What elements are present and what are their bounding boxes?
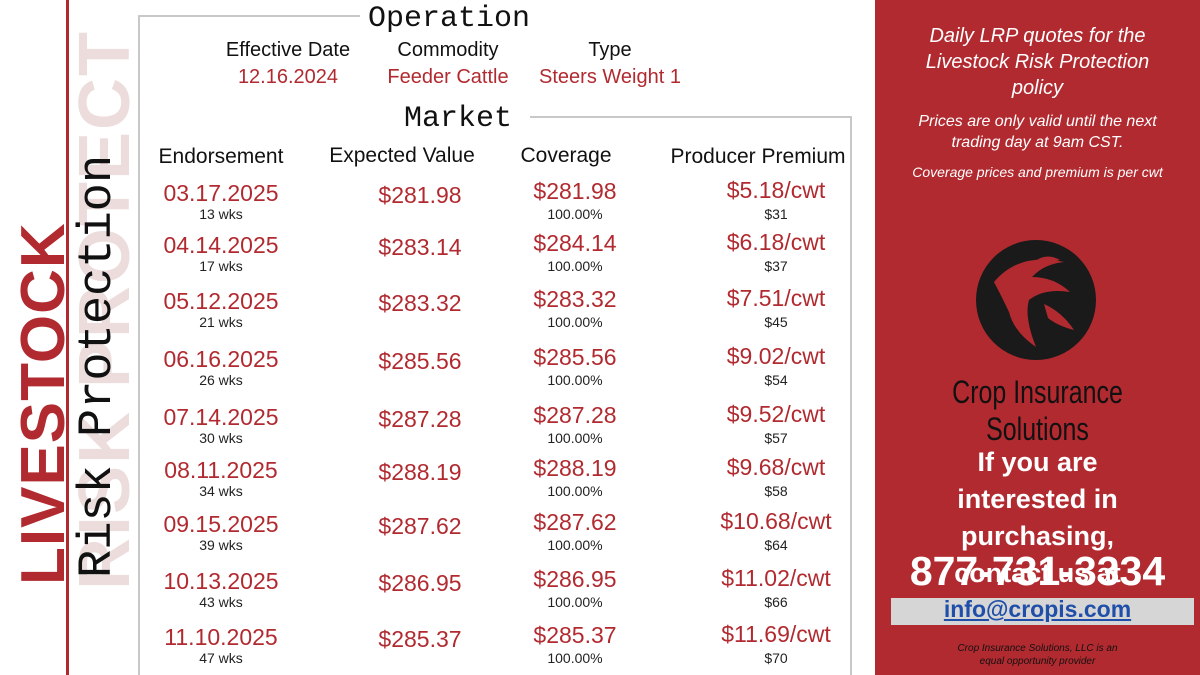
endorsement-weeks: 39 wks: [199, 537, 243, 553]
producer-premium: $10.68/cwt: [720, 508, 832, 534]
producer-premium: $6.18/cwt: [726, 229, 826, 255]
premium-total: $58: [764, 483, 788, 499]
producer-premium: $9.68/cwt: [726, 454, 826, 480]
coverage-percent: 100.00%: [547, 258, 603, 274]
producer-premium: $9.52/cwt: [726, 401, 826, 427]
crop-insurance-swirl-logo-icon: [976, 240, 1096, 360]
coverage-percent: 100.00%: [547, 483, 603, 499]
coverage-percent: 100.00%: [547, 650, 603, 666]
info-panel: Daily LRP quotes for the Livestock Risk …: [875, 0, 1200, 675]
operation-frame-top-left: [138, 15, 360, 17]
market-heading: Market: [404, 102, 513, 136]
operation-heading: Operation: [368, 2, 531, 36]
contact-cta: If you are interested in purchasing, con…: [954, 447, 1121, 588]
endorsement-weeks: 43 wks: [199, 594, 243, 610]
footer-eop: Crop Insurance Solutions, LLC is an equa…: [957, 643, 1118, 667]
coverage-percent: 100.00%: [547, 430, 603, 446]
panel-intro: Daily LRP quotes for the Livestock Risk …: [925, 25, 1150, 99]
side-title-sub: Risk Protection: [72, 154, 125, 578]
expected-value: $283.32: [378, 290, 462, 316]
premium-total: $66: [764, 594, 788, 610]
coverage-value: $285.56: [533, 344, 617, 370]
type-value: Steers Weight 1: [539, 66, 681, 88]
coverage-value: $287.28: [533, 402, 617, 428]
left-accent-line: [66, 0, 69, 675]
endorsement-date: 08.11.2025: [164, 457, 278, 483]
expected-value: $285.37: [378, 626, 462, 652]
panel-per-cwt: Coverage prices and premium is per cwt: [912, 164, 1163, 180]
endorsement-date: 09.15.2025: [163, 511, 279, 537]
coverage-percent: 100.00%: [547, 537, 603, 553]
premium-total: $57: [764, 430, 788, 446]
column-header-producer-premium: Producer Premium: [670, 145, 846, 168]
premium-total: $70: [764, 650, 788, 666]
premium-total: $64: [764, 537, 788, 553]
endorsement-weeks: 21 wks: [199, 314, 243, 330]
endorsement-date: 04.14.2025: [163, 232, 279, 258]
endorsement-date: 11.10.2025: [164, 624, 278, 650]
phone-number[interactable]: 877-731-3334: [909, 548, 1166, 594]
endorsement-weeks: 30 wks: [199, 430, 243, 446]
producer-premium: $11.69/cwt: [721, 621, 831, 647]
company-name: Crop Insurance Solutions: [952, 374, 1123, 447]
endorsement-weeks: 26 wks: [199, 372, 243, 388]
endorsement-weeks: 34 wks: [199, 483, 243, 499]
expected-value: $283.14: [378, 234, 462, 260]
expected-value: $281.98: [378, 182, 462, 208]
endorsement-weeks: 17 wks: [199, 258, 243, 274]
coverage-percent: 100.00%: [547, 314, 603, 330]
coverage-value: $281.98: [533, 178, 617, 204]
endorsement-date: 03.17.2025: [163, 180, 279, 206]
effective-date-label: Effective Date: [225, 39, 351, 61]
coverage-value: $287.62: [533, 509, 617, 535]
panel-validity: Prices are only valid until the next tra…: [918, 113, 1157, 151]
coverage-value: $285.37: [533, 622, 617, 648]
endorsement-weeks: 47 wks: [199, 650, 243, 666]
coverage-percent: 100.00%: [547, 206, 603, 222]
producer-premium: $5.18/cwt: [726, 177, 826, 203]
coverage-value: $286.95: [533, 566, 617, 592]
premium-total: $37: [764, 258, 788, 274]
expected-value: $288.19: [378, 459, 462, 485]
expected-value: $287.28: [378, 406, 462, 432]
coverage-percent: 100.00%: [547, 372, 603, 388]
premium-total: $31: [764, 206, 788, 222]
expected-value: $286.95: [378, 570, 462, 596]
coverage-value: $288.19: [533, 455, 617, 481]
column-header-endorsement: Endorsement: [158, 145, 284, 168]
effective-date-value: 12.16.2024: [237, 66, 339, 88]
side-title-main: LIVESTOCK: [9, 222, 78, 585]
email-box: [891, 598, 1194, 625]
market-frame-right: [850, 116, 852, 675]
type-label: Type: [588, 39, 632, 61]
operation-frame-left: [138, 15, 140, 675]
market-frame-top-right: [530, 116, 852, 118]
column-header-coverage: Coverage: [520, 144, 612, 167]
endorsement-weeks: 13 wks: [199, 206, 243, 222]
expected-value: $285.56: [378, 348, 462, 374]
commodity-label: Commodity: [397, 39, 499, 61]
commodity-value: Feeder Cattle: [387, 66, 509, 88]
endorsement-date: 05.12.2025: [163, 288, 279, 314]
premium-total: $54: [764, 372, 788, 388]
producer-premium: $9.02/cwt: [726, 343, 826, 369]
producer-premium: $11.02/cwt: [721, 565, 831, 591]
coverage-percent: 100.00%: [547, 594, 603, 610]
endorsement-date: 10.13.2025: [163, 568, 279, 594]
expected-value: $287.62: [378, 513, 462, 539]
coverage-value: $283.32: [533, 286, 617, 312]
endorsement-date: 07.14.2025: [163, 404, 279, 430]
endorsement-date: 06.16.2025: [163, 346, 279, 372]
producer-premium: $7.51/cwt: [726, 285, 826, 311]
coverage-value: $284.14: [533, 230, 617, 256]
column-header-expected-value: Expected Value: [329, 144, 475, 167]
premium-total: $45: [764, 314, 788, 330]
email-link[interactable]: info@cropis.com: [943, 596, 1132, 622]
